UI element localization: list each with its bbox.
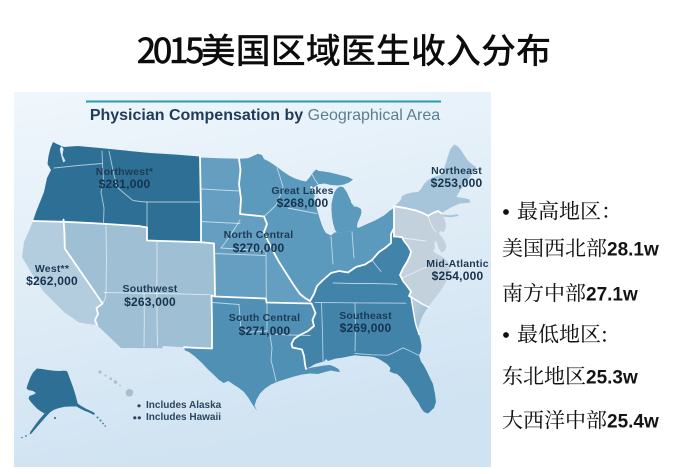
svg-text:27.1w: 27.1w	[586, 285, 638, 306]
svg-text:25.4w: 25.4w	[607, 412, 659, 433]
svg-text:25.3w: 25.3w	[586, 368, 638, 389]
svg-text:28.1w: 28.1w	[607, 240, 659, 261]
